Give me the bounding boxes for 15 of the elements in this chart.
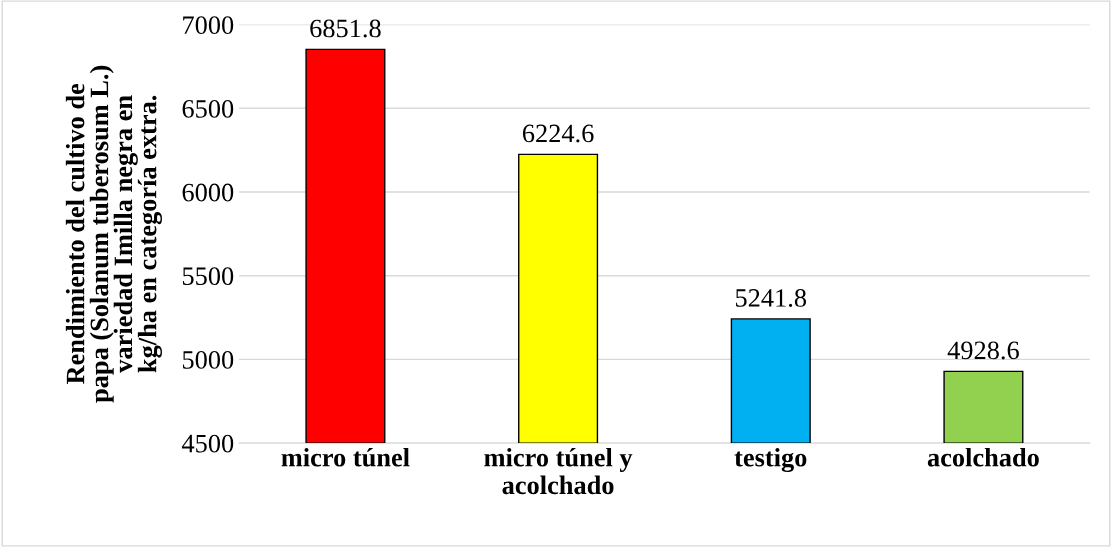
data-label: 6851.8 xyxy=(310,19,381,38)
y-tick-label: 5500 xyxy=(182,267,234,286)
data-label: 6224.6 xyxy=(522,124,594,143)
y-axis-title: Rendimiento del cultivo de papa (Solanum tuberosum L.) variedad Imilla negra en kg/ha en categoría extra. xyxy=(65,65,162,403)
y-tick-label: 7000 xyxy=(183,16,234,35)
data-label: 5241.8 xyxy=(736,289,807,307)
y-tick-label: 5000 xyxy=(182,350,234,369)
y-tick-label: 6500 xyxy=(182,99,234,118)
data-label: 4928.6 xyxy=(947,341,1019,360)
y-tick-label: 4500 xyxy=(181,434,234,453)
x-tick-label: micro túnel xyxy=(281,447,410,467)
y-tick-label: 6000 xyxy=(182,183,234,202)
x-tick-label: acolchado xyxy=(927,447,1039,467)
x-tick-label: testigo xyxy=(734,447,807,473)
x-tick-label: micro túnel y acolchado xyxy=(484,447,633,495)
